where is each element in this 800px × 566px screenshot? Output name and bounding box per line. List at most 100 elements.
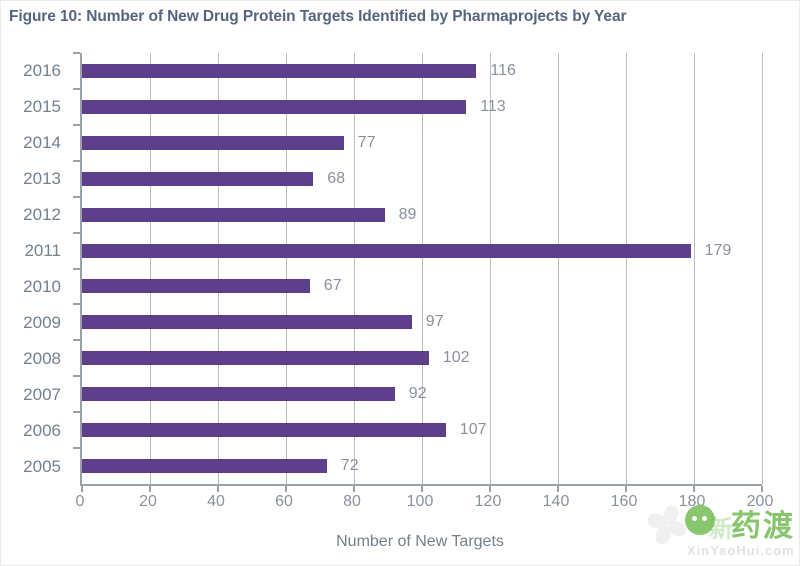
x-axis-tick (81, 486, 83, 492)
gridline (557, 53, 559, 484)
y-axis-tick (73, 375, 80, 378)
figure-title: Figure 10: Number of New Drug Protein Ta… (9, 8, 627, 25)
bar-row: 2014 77 (23, 125, 762, 161)
bar-row: 2016 116 (23, 53, 762, 89)
bar-row: 2005 72 (23, 448, 762, 484)
category-label: 2005 (23, 456, 61, 476)
icon-eye-right (702, 516, 707, 521)
x-tick-label: 0 (75, 493, 85, 510)
bar (82, 135, 344, 150)
x-axis-title: Number of New Targets (336, 533, 504, 550)
x-tick-label: 140 (542, 493, 570, 510)
y-axis-tick (73, 267, 80, 270)
category-label: 2012 (23, 205, 61, 225)
gridline (353, 53, 355, 484)
bar (82, 459, 327, 474)
x-axis-tick (421, 486, 423, 492)
x-axis-tick (625, 486, 627, 492)
bar (82, 207, 385, 222)
gridline (217, 53, 219, 484)
x-axis-tick (285, 486, 287, 492)
bar (82, 99, 467, 114)
value-label: 92 (408, 385, 427, 403)
value-label: 102 (442, 349, 470, 367)
x-tick-label: 160 (610, 493, 638, 510)
plot-area: 2016 116 2015 113 2014 77 2013 68 2012 89 2011 179 2… (23, 52, 763, 492)
category-label: 2016 (23, 61, 61, 81)
bar-row: 2015 113 (23, 89, 762, 125)
y-axis-tick (73, 231, 80, 234)
bar-row: 2012 89 (23, 197, 762, 233)
y-axis-tick (73, 411, 80, 414)
x-axis-tick-labels: 0 20 40 60 80 100 120 140 160 180 200 (76, 493, 774, 513)
bar-row: 2010 67 (23, 269, 762, 305)
y-axis-tick (73, 123, 80, 126)
bar (82, 351, 429, 366)
value-label: 89 (398, 205, 417, 223)
bar-row: 2006 107 (23, 412, 762, 448)
gridline (489, 53, 491, 484)
bar (82, 315, 412, 330)
bar-row: 2008 102 (23, 340, 762, 376)
y-axis-tick (73, 195, 80, 198)
bar (82, 423, 446, 438)
category-label: 2007 (23, 384, 61, 404)
x-axis-tick (557, 486, 559, 492)
x-axis-tick (149, 486, 151, 492)
value-label: 77 (357, 133, 376, 151)
category-label: 2014 (23, 133, 61, 153)
category-label: 2010 (23, 276, 61, 296)
value-label: 67 (323, 277, 342, 295)
bar-row: 2013 68 (23, 161, 762, 197)
y-axis-tick (73, 87, 80, 90)
category-label: 2013 (23, 169, 61, 189)
value-label: 113 (480, 97, 506, 115)
x-tick-label: 40 (207, 493, 225, 510)
x-axis-tick (761, 486, 763, 492)
category-label: 2015 (23, 97, 61, 117)
x-tick-label: 100 (406, 493, 434, 510)
gridline (625, 53, 627, 484)
gridline (693, 53, 695, 484)
y-axis-tick (73, 339, 80, 342)
value-label: 97 (425, 313, 444, 331)
gridline (285, 53, 287, 484)
category-label: 2008 (23, 348, 61, 368)
x-tick-label: 180 (678, 493, 706, 510)
value-label: 116 (490, 61, 516, 79)
bar (82, 387, 395, 402)
x-tick-label: 80 (343, 493, 361, 510)
gridline (421, 53, 423, 484)
bar-row: 2009 97 (23, 304, 762, 340)
x-axis-tick (489, 486, 491, 492)
bar (82, 243, 691, 258)
x-tick-label: 60 (275, 493, 293, 510)
x-axis-tick (353, 486, 355, 492)
value-label: 68 (327, 169, 345, 187)
icon-eye-left (692, 516, 697, 521)
bar-row: 2007 92 (23, 376, 762, 412)
bar (82, 63, 477, 78)
x-axis-tick (693, 486, 695, 492)
y-axis-tick (73, 52, 80, 54)
y-axis-tick (73, 159, 80, 162)
bar (82, 171, 314, 186)
value-label: 72 (340, 457, 359, 475)
bar-rows: 2016 116 2015 113 2014 77 2013 68 2012 89 2011 179 2… (23, 53, 762, 484)
x-tick-label: 20 (139, 493, 157, 510)
bar-row: 2011 179 (24, 233, 762, 269)
gridline (149, 53, 151, 484)
x-tick-label: 200 (746, 493, 774, 510)
value-label: 107 (459, 421, 487, 439)
category-label: 2009 (23, 312, 61, 332)
gridline (761, 53, 763, 484)
category-label: 2011 (24, 241, 61, 261)
category-label: 2006 (23, 420, 61, 440)
value-label: 179 (704, 241, 732, 259)
x-axis-tick (217, 486, 219, 492)
y-axis-tick (73, 303, 80, 306)
x-tick-label: 120 (474, 493, 502, 510)
bar (82, 279, 310, 294)
y-axis-tick (73, 447, 80, 450)
